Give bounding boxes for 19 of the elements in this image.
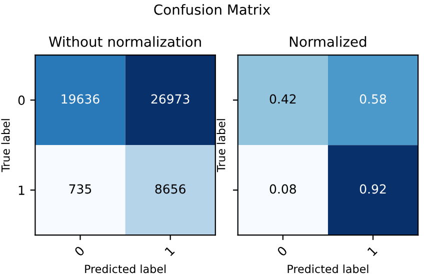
x-tick-label: 0	[74, 246, 86, 257]
x-tick-label: 0	[276, 246, 288, 257]
x-tick-label: 1	[367, 246, 378, 256]
data-label: 0.92	[360, 184, 386, 194]
data-label: 0.42	[270, 94, 296, 104]
data-label: 735	[69, 184, 92, 194]
data-label: 0.08	[270, 184, 296, 194]
data-label: 0.58	[360, 94, 386, 104]
chart-title: Normalized	[290, 36, 366, 47]
chart-title: Without normalization	[48, 36, 201, 47]
x-axis-title: Predicted label	[85, 264, 166, 274]
x-axis-title: Predicted label	[288, 264, 368, 274]
text: Confusion Matrix	[154, 4, 270, 15]
data-label: 8656	[155, 184, 186, 194]
data-label: 19636	[62, 94, 100, 104]
x-tick-label: 1	[164, 246, 175, 256]
data-label: 26973	[151, 94, 190, 104]
y-axis-title: True label	[216, 119, 226, 172]
y-axis-title: True label	[1, 119, 10, 172]
